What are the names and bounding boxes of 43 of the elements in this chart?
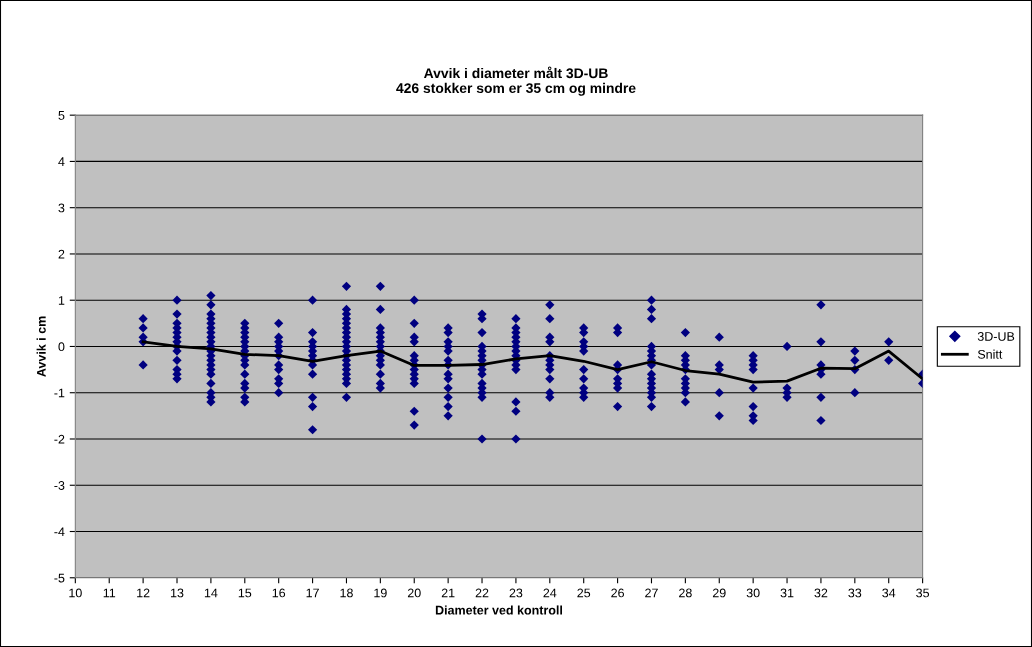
x-tick-label: 10 bbox=[69, 588, 82, 598]
x-tick-label: 28 bbox=[679, 588, 692, 598]
x-axis-title: Diameter ved kontroll bbox=[435, 605, 562, 615]
y-tick-label: 4 bbox=[58, 157, 65, 166]
x-tick-label: 18 bbox=[340, 588, 353, 598]
y-tick-label: 5 bbox=[58, 111, 65, 120]
x-tick-label: 21 bbox=[441, 588, 455, 598]
y-tick-label: -1 bbox=[54, 388, 65, 398]
y-tick-label: 2 bbox=[58, 249, 65, 259]
y-tick-label: -4 bbox=[54, 527, 65, 537]
y-tick-label: 1 bbox=[58, 296, 65, 305]
x-tick-label: 23 bbox=[509, 588, 523, 598]
x-tick-label: 25 bbox=[577, 588, 591, 598]
x-tick-label: 22 bbox=[475, 588, 489, 598]
x-tick-label: 15 bbox=[238, 588, 252, 598]
x-tick-label: 20 bbox=[407, 588, 421, 598]
chart-title: Avvik i diameter målt 3D-UB bbox=[423, 66, 608, 79]
x-tick-label: 34 bbox=[882, 588, 896, 598]
y-tick-label: -5 bbox=[54, 573, 65, 583]
x-tick-label: 11 bbox=[103, 588, 116, 598]
x-tick-label: 17 bbox=[306, 588, 319, 598]
x-tick-label: 16 bbox=[272, 588, 286, 598]
x-tick-label: 31 bbox=[780, 588, 794, 598]
x-tick-label: 26 bbox=[611, 588, 624, 598]
x-tick-label: 12 bbox=[137, 588, 150, 598]
x-tick-label: 35 bbox=[916, 588, 930, 598]
legend-label: 3D-UB bbox=[977, 332, 1015, 341]
y-tick-label: -3 bbox=[54, 481, 65, 490]
x-tick-label: 13 bbox=[171, 588, 184, 598]
x-tick-label: 19 bbox=[374, 588, 387, 598]
legend-label: Snitt bbox=[977, 349, 1003, 359]
y-axis-title: Avvik i cm bbox=[36, 316, 46, 377]
x-tick-label: 27 bbox=[645, 588, 658, 598]
x-tick-label: 30 bbox=[746, 588, 760, 598]
y-tick-label: 3 bbox=[58, 203, 65, 213]
y-tick-label: -2 bbox=[54, 434, 65, 444]
chart-subtitle: 426 stokker som er 35 cm og mindre bbox=[396, 82, 636, 96]
x-tick-label: 14 bbox=[204, 588, 218, 598]
x-tick-label: 24 bbox=[543, 588, 557, 598]
y-tick-label: 0 bbox=[58, 342, 65, 352]
x-tick-label: 33 bbox=[848, 588, 862, 598]
x-tick-label: 29 bbox=[712, 588, 726, 598]
x-tick-label: 32 bbox=[814, 588, 828, 598]
